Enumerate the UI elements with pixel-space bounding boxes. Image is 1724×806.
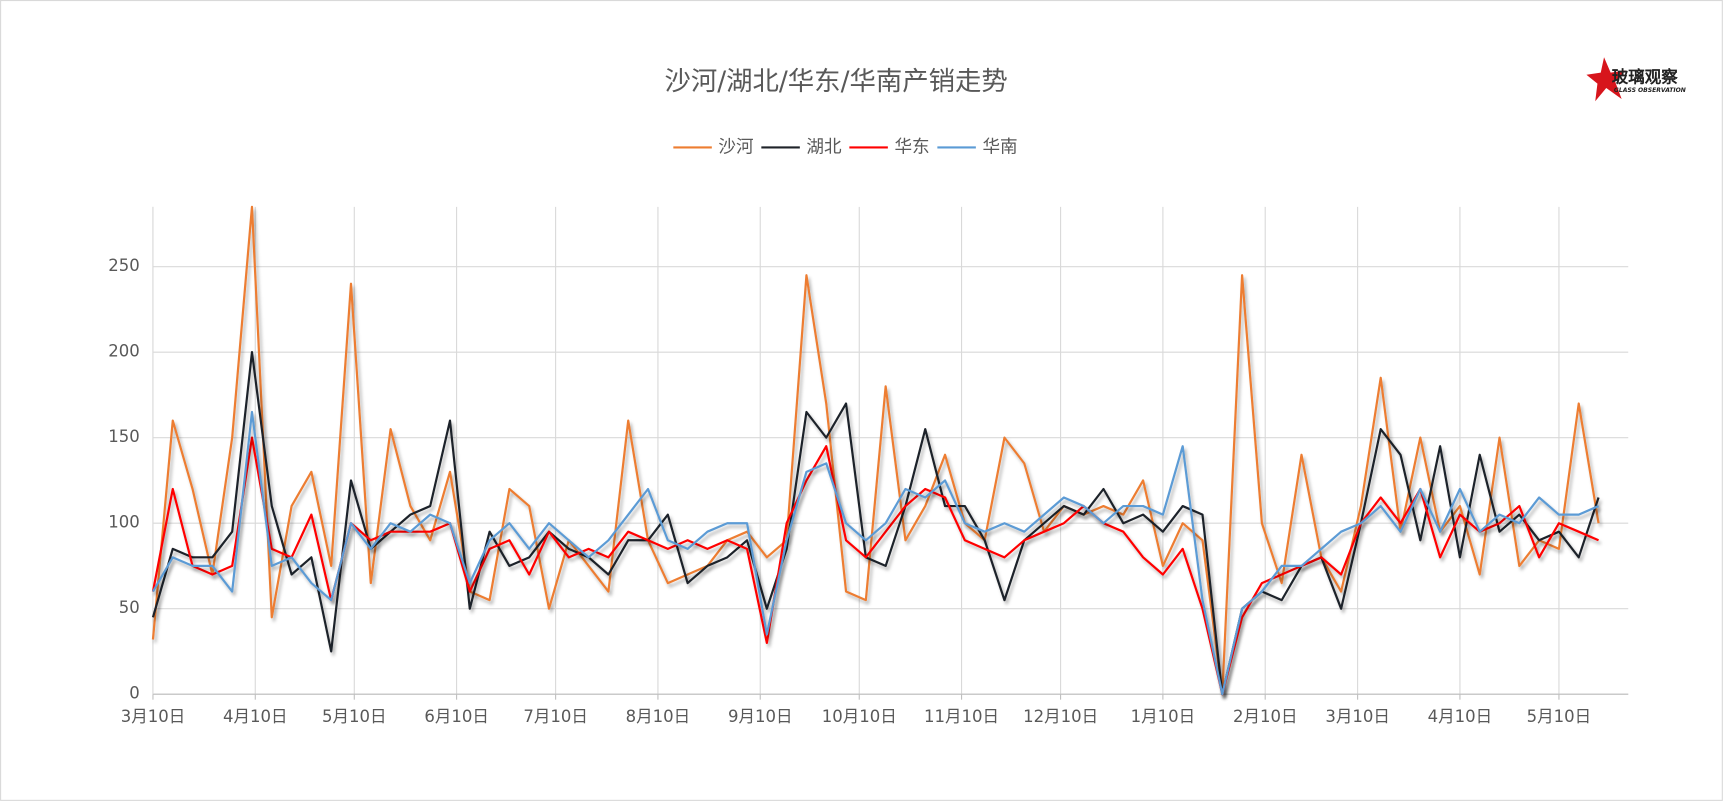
chart-title: 沙河/湖北/华东/华南产销走势 <box>664 66 1007 97</box>
x-tick-label: 11月10日 <box>924 707 999 726</box>
x-tick-label: 8月10日 <box>626 707 691 726</box>
x-tick-label: 2月10日 <box>1233 707 1298 726</box>
legend: 沙河 湖北 华东 华南 <box>673 137 1018 157</box>
logo: 玻璃观察 GLASS OBSERVATION <box>1586 57 1686 102</box>
legend-label: 华东 <box>894 137 929 157</box>
x-tick-label: 10月10日 <box>822 707 897 726</box>
logo-name: 玻璃观察 <box>1612 67 1679 87</box>
series-line <box>151 351 1600 696</box>
logo-star <box>1586 57 1627 102</box>
x-tick-label: 3月10日 <box>1325 707 1390 726</box>
x-tick-label: 5月10日 <box>322 707 387 726</box>
x-tick-label: 4月10日 <box>1428 707 1492 726</box>
logo-sub: GLASS OBSERVATION <box>1614 87 1686 94</box>
y-tick-label: 100 <box>108 513 139 532</box>
legend-label: 华南 <box>982 137 1017 157</box>
x-tick-label: 7月10日 <box>523 707 588 726</box>
y-tick-label: 50 <box>119 598 140 617</box>
x-tick-label: 9月10日 <box>728 707 793 726</box>
x-tick-label: 3月10日 <box>121 707 186 726</box>
x-tick-label: 6月10日 <box>424 707 489 726</box>
y-tick-label: 0 <box>129 684 140 703</box>
y-tick-label: 200 <box>108 342 139 361</box>
y-tick-label: 250 <box>108 256 139 275</box>
x-tick-label: 5月10日 <box>1527 707 1591 726</box>
legend-label: 湖北 <box>806 137 842 157</box>
x-tick-label: 1月10日 <box>1131 707 1196 726</box>
series-line <box>152 410 1599 696</box>
series-line <box>151 205 1600 696</box>
y-tick-label: 150 <box>108 427 139 446</box>
x-tick-label: 4月10日 <box>223 707 288 726</box>
legend-label: 沙河 <box>718 137 753 157</box>
x-tick-label: 12月10日 <box>1023 707 1098 726</box>
series-line <box>151 436 1599 696</box>
